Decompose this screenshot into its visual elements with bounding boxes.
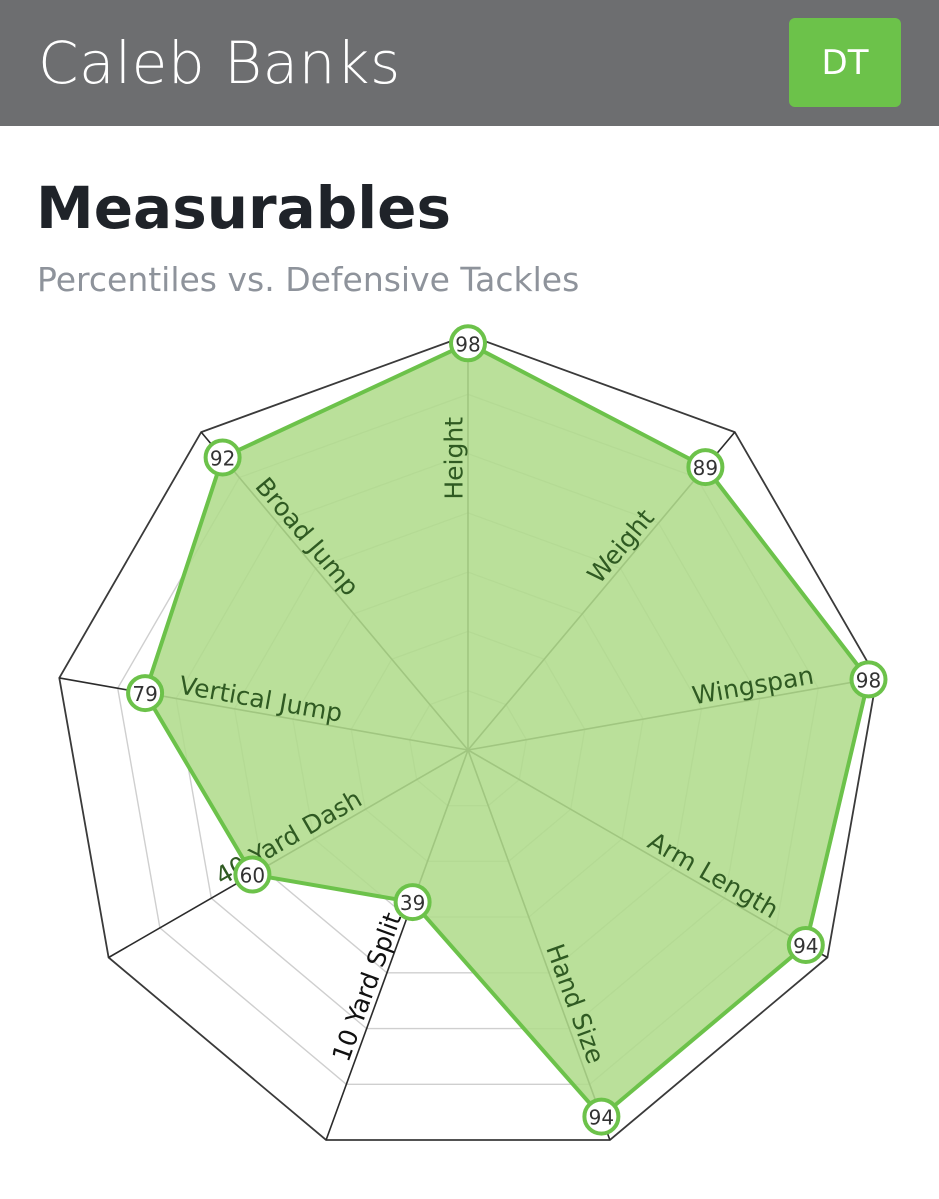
value-marker-weight[interactable]: 89 [686, 448, 725, 487]
value-marker-hand-size[interactable]: 94 [582, 1097, 621, 1136]
value-marker-broad-jump[interactable]: 92 [203, 438, 242, 477]
value-label: 98 [856, 668, 881, 692]
chart-title: Measurables [36, 174, 452, 242]
value-marker-arm-length[interactable]: 94 [786, 926, 825, 964]
radar-area [143, 341, 871, 1119]
value-label: 98 [455, 332, 480, 356]
position-badge[interactable]: DT [789, 18, 901, 107]
value-label: 94 [589, 1106, 614, 1130]
chart-subtitle: Percentiles vs. Defensive Tackles [37, 260, 580, 299]
value-marker-height[interactable]: 98 [449, 324, 487, 363]
value-marker-vertical-jump[interactable]: 79 [126, 674, 165, 713]
value-marker-wingspan[interactable]: 98 [849, 660, 888, 699]
value-markers: 98 89 98 94 94 39 60 79 92 [126, 324, 888, 1136]
data-polygon [143, 341, 871, 1119]
header-bar: Caleb Banks DT [0, 0, 939, 126]
value-marker-40-yard-dash[interactable]: 60 [233, 855, 272, 894]
grid-ring-outer [58, 334, 878, 1141]
value-label: 39 [400, 891, 425, 915]
value-label: 60 [240, 864, 265, 888]
player-name: Caleb Banks [38, 29, 401, 97]
value-label: 92 [210, 447, 235, 471]
value-label: 79 [132, 682, 157, 706]
value-marker-10-yard-split[interactable]: 39 [393, 883, 432, 922]
value-label: 89 [693, 456, 718, 480]
value-label: 94 [793, 934, 818, 958]
axis-label-height: Height [440, 417, 469, 500]
